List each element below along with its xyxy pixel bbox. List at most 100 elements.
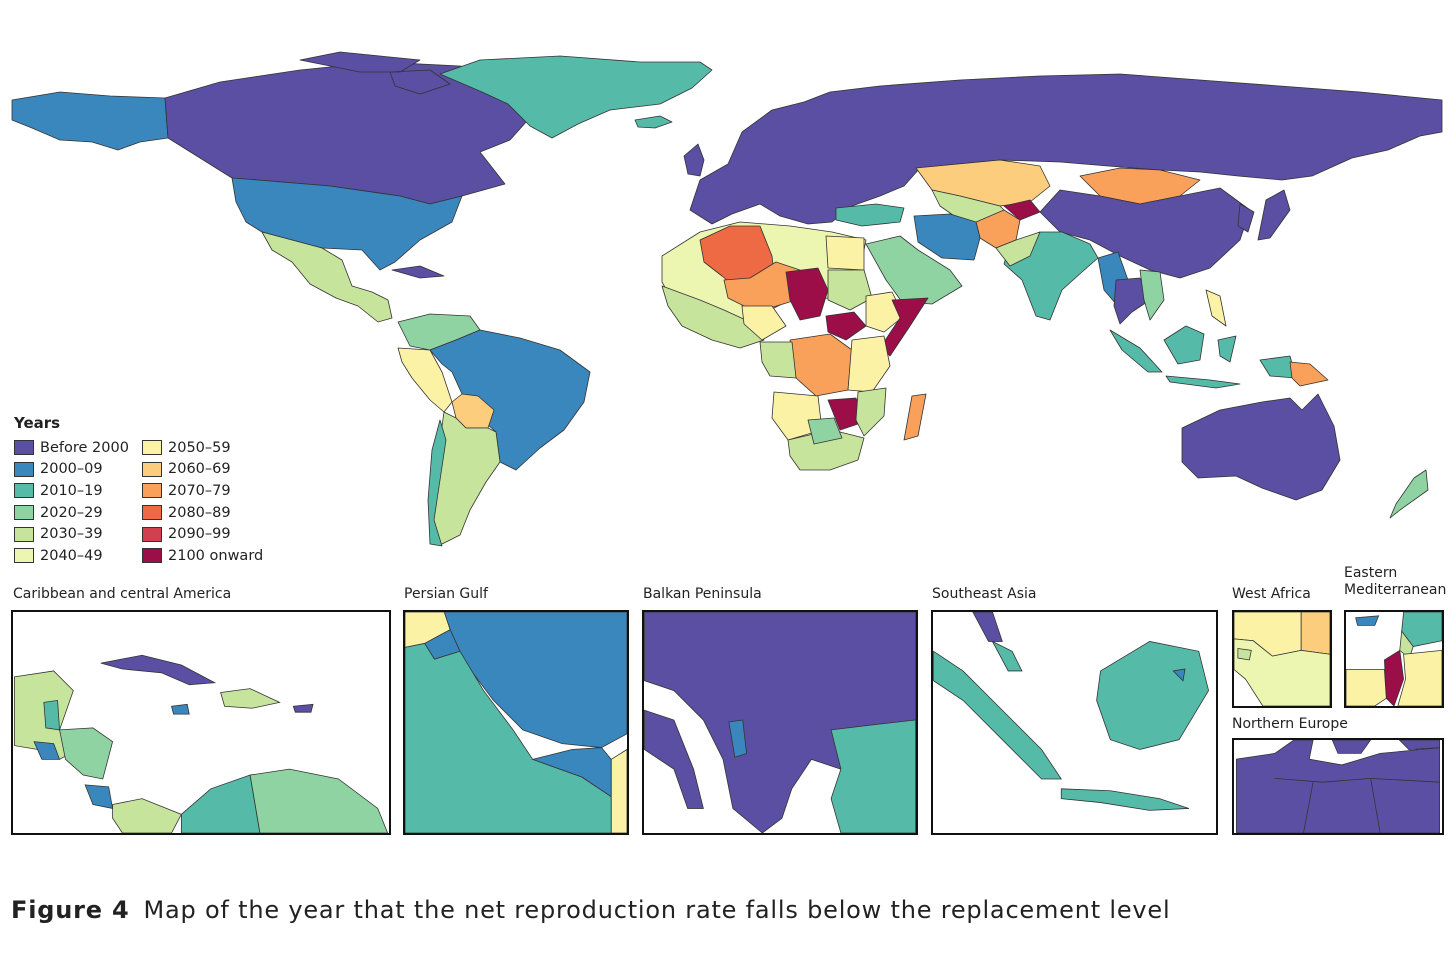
region-china — [1039, 187, 1251, 279]
legend-label: 2070–79 — [168, 482, 231, 499]
legend-swatch — [142, 548, 162, 564]
legend-label: 2060–69 — [168, 461, 231, 478]
region-arabia — [865, 235, 963, 305]
region-cuba — [391, 265, 445, 279]
legend-swatch — [142, 505, 162, 521]
legend-swatch — [14, 548, 34, 564]
region-borneo — [1163, 325, 1205, 365]
map-legend: Years Before 2000 2000–09 2010–19 2020–29 20… — [14, 414, 272, 567]
legend-title: Years — [14, 414, 61, 432]
region-sumatra — [1109, 329, 1163, 373]
legend-label: Before 2000 — [40, 439, 129, 456]
region-iceland — [634, 115, 673, 129]
legend-label: 2030–39 — [40, 526, 103, 543]
figure-caption-text: Map of the year that the net reproductio… — [143, 896, 1171, 924]
region-chile — [427, 419, 447, 547]
region-somalia — [879, 297, 929, 357]
legend-label: 2010–19 — [40, 482, 103, 499]
region-west-africa — [661, 285, 765, 349]
legend-item: 2000–09 — [14, 459, 142, 481]
figure-label: Figure 4 — [11, 896, 130, 924]
balkan-svg — [644, 612, 916, 833]
region-australia — [1181, 393, 1341, 501]
region-drc — [789, 333, 853, 397]
region-madagascar — [903, 393, 927, 441]
legend-label: 2020–29 — [40, 504, 103, 521]
caribbean-svg — [13, 654, 389, 833]
region-thailand — [1113, 277, 1151, 325]
inset-title-persian-gulf: Persian Gulf — [404, 586, 488, 602]
legend-swatch — [142, 526, 162, 542]
region-sulawesi — [1217, 335, 1237, 363]
legend-item: 2020–29 — [14, 502, 142, 524]
inset-map-persian-gulf — [403, 610, 629, 835]
legend-label: 2040–49 — [40, 547, 103, 564]
legend-item: 2010–19 — [14, 480, 142, 502]
region-usa — [231, 177, 463, 271]
region-new-zealand — [1389, 469, 1429, 519]
region-korea — [1237, 203, 1255, 233]
legend-swatch — [142, 483, 162, 499]
region-canada-arctic — [299, 51, 451, 95]
legend-swatch — [142, 440, 162, 456]
region-angola — [771, 391, 823, 441]
region-sudan — [827, 269, 873, 311]
inset-map-balkan — [642, 610, 918, 835]
region-kazakhstan — [915, 159, 1051, 207]
inset-title-west-africa: West Africa — [1232, 586, 1311, 602]
figure-caption: Figure 4 Map of the year that the net rep… — [11, 896, 1170, 924]
region-egypt — [825, 235, 865, 271]
world-map — [11, 51, 1443, 547]
west-africa-svg — [1234, 612, 1330, 706]
legend-item: 2040–49 — [14, 545, 142, 567]
inset-title-eastern-mediterranean: Eastern Mediterranean — [1344, 565, 1447, 598]
inset-map-eastern-mediterranean — [1344, 610, 1444, 708]
legend-item: 2100 onward — [142, 545, 272, 567]
region-south-sudan — [825, 311, 867, 341]
legend-swatch — [142, 461, 162, 477]
region-central-east — [759, 341, 797, 379]
legend-item: 2060–69 — [142, 459, 272, 481]
legend-grid: Before 2000 2000–09 2010–19 2020–29 2030–39 2… — [14, 437, 272, 567]
northern-europe-svg — [1235, 740, 1441, 833]
region-greenland — [439, 55, 713, 139]
region-nigeria — [741, 305, 787, 341]
region-chad — [785, 267, 829, 321]
inset-map-southeast-asia — [931, 610, 1218, 835]
legend-label: 2050–59 — [168, 439, 231, 456]
region-alaska — [11, 91, 169, 151]
legend-label: 2000–09 — [40, 461, 103, 478]
inset-map-northern-europe — [1232, 738, 1444, 835]
inset-title-northern-europe: Northern Europe — [1232, 716, 1348, 732]
region-java — [1165, 375, 1241, 389]
region-uk — [683, 143, 705, 177]
legend-item: 2090–99 — [142, 523, 272, 545]
inset-title-southeast-asia: Southeast Asia — [932, 586, 1037, 602]
region-iran — [913, 213, 981, 261]
region-tanzania-kenya — [847, 335, 891, 393]
legend-swatch — [14, 440, 34, 456]
region-botswana — [807, 417, 843, 445]
southeast-asia-svg — [933, 612, 1209, 811]
legend-item: 2030–39 — [14, 523, 142, 545]
inset-map-west-africa — [1232, 610, 1332, 708]
region-vietnam — [1139, 269, 1165, 321]
eastern-mediterranean-svg — [1346, 612, 1442, 706]
inset-map-caribbean — [11, 610, 391, 835]
inset-title-balkan: Balkan Peninsula — [643, 586, 762, 602]
legend-swatch — [14, 526, 34, 542]
region-pakistan — [995, 231, 1041, 267]
legend-swatch — [14, 483, 34, 499]
legend-item: 2070–79 — [142, 480, 272, 502]
legend-swatch — [14, 461, 34, 477]
legend-item: 2050–59 — [142, 437, 272, 459]
legend-item: 2080–89 — [142, 502, 272, 524]
legend-swatch — [14, 505, 34, 521]
region-png — [1289, 361, 1329, 387]
region-philippines — [1205, 289, 1227, 327]
legend-label: 2100 onward — [168, 547, 264, 564]
region-mozambique — [855, 387, 887, 437]
legend-item: Before 2000 — [14, 437, 142, 459]
legend-label: 2090–99 — [168, 526, 231, 543]
region-mexico-central-america — [261, 231, 393, 323]
